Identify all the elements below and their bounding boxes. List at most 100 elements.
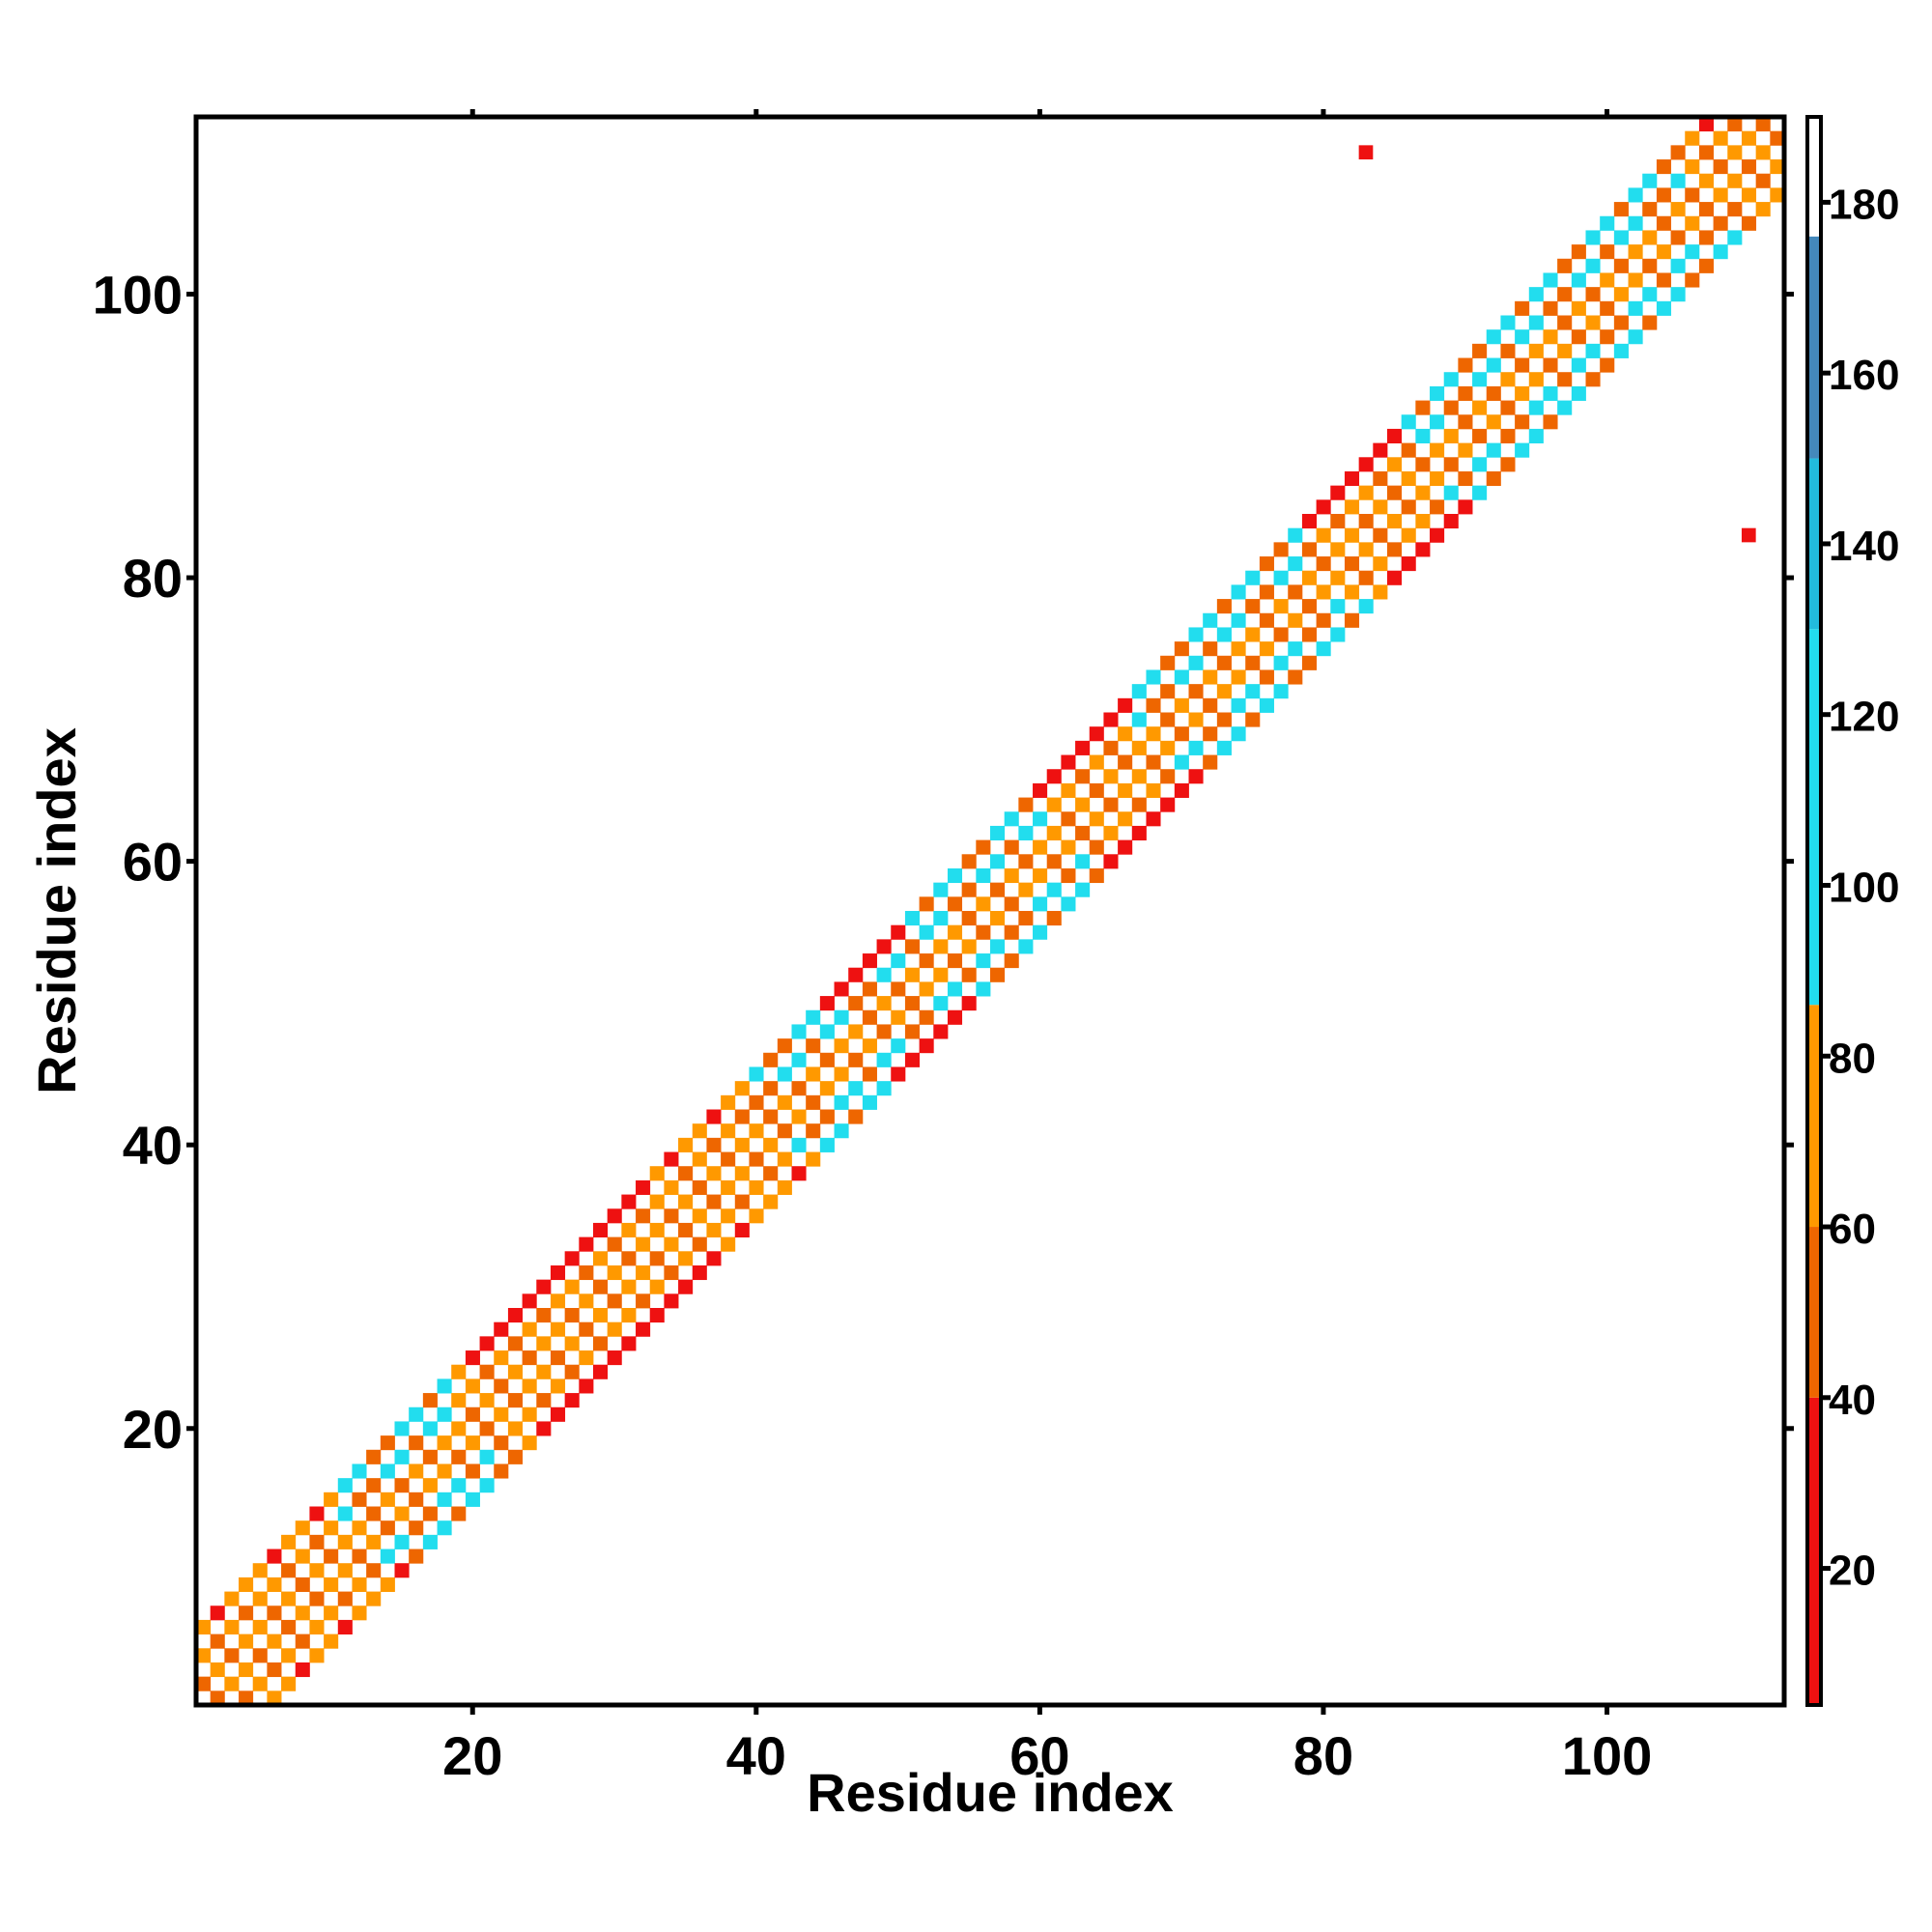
heatmap-cell	[791, 1024, 807, 1039]
heatmap-cell	[267, 1662, 282, 1678]
heatmap-cell	[1231, 612, 1246, 628]
heatmap-cell	[593, 1336, 609, 1351]
heatmap-cell	[366, 1563, 382, 1578]
heatmap-cell	[1600, 272, 1615, 288]
heatmap-cell	[224, 1648, 240, 1663]
heatmap-cell	[1515, 329, 1530, 345]
heatmap-cell	[1713, 215, 1728, 231]
heatmap-cell	[1089, 867, 1104, 884]
heatmap-cell	[692, 1264, 707, 1281]
heatmap-cell	[1188, 627, 1204, 642]
heatmap-cell	[437, 1378, 452, 1394]
colorbar-frame	[1805, 115, 1823, 1707]
heatmap-cell	[536, 1364, 552, 1379]
heatmap-cell	[1443, 457, 1459, 472]
heatmap-cell	[1188, 655, 1204, 670]
heatmap-cell	[1188, 712, 1204, 727]
heatmap-cell	[1373, 442, 1388, 458]
heatmap-cell	[649, 1279, 665, 1294]
heatmap-cell	[1770, 159, 1785, 175]
heatmap-cell	[649, 1308, 665, 1323]
heatmap-cell	[1770, 187, 1785, 203]
heatmap-cell	[692, 1179, 707, 1195]
heatmap-cell	[1061, 867, 1076, 884]
heatmap-cell	[848, 996, 864, 1011]
heatmap-cell	[352, 1520, 367, 1536]
heatmap-cell	[1004, 811, 1019, 827]
heatmap-cell	[1755, 117, 1771, 132]
heatmap-cell	[1188, 684, 1204, 699]
heatmap-cell	[819, 1081, 835, 1096]
heatmap-cell	[1061, 896, 1076, 912]
heatmap-cell	[536, 1421, 552, 1436]
heatmap-cell	[1670, 173, 1686, 188]
heatmap-cell	[1741, 215, 1757, 231]
heatmap-cell	[933, 882, 949, 897]
heatmap-cell	[281, 1534, 297, 1549]
heatmap-cell	[1061, 782, 1076, 798]
heatmap-cell	[324, 1634, 339, 1649]
heatmap-cell	[1118, 726, 1133, 742]
heatmap-cell	[1288, 584, 1303, 600]
heatmap-cell	[1344, 556, 1360, 572]
heatmap-cell	[252, 1591, 268, 1606]
heatmap-cell	[1259, 669, 1274, 685]
heatmap-cell	[1600, 357, 1615, 373]
heatmap-cell	[1387, 542, 1403, 557]
heatmap-cell	[550, 1378, 566, 1394]
heatmap-cell	[636, 1321, 651, 1337]
heatmap-cell	[1301, 542, 1318, 557]
heatmap-cell	[1203, 612, 1218, 628]
heatmap-cell	[1216, 599, 1232, 614]
heatmap-cell	[721, 1123, 736, 1139]
heatmap-cell	[309, 1563, 325, 1578]
heatmap-cell	[536, 1393, 552, 1408]
heatmap-cell	[564, 1308, 580, 1323]
heatmap-cell	[1613, 343, 1629, 358]
heatmap-cell	[1472, 343, 1488, 358]
heatmap-cell	[451, 1478, 467, 1493]
colorbar-tick-label: 120	[1829, 694, 1899, 741]
heatmap-cell	[579, 1264, 594, 1281]
heatmap-cell	[252, 1563, 268, 1578]
heatmap-cell	[1755, 173, 1771, 188]
heatmap-cell	[522, 1406, 537, 1422]
heatmap-cell	[1642, 173, 1658, 188]
heatmap-cell	[394, 1563, 410, 1578]
heatmap-cell	[891, 1066, 906, 1082]
heatmap-cell	[465, 1492, 480, 1507]
heatmap-cell	[1174, 782, 1189, 798]
heatmap-cell	[791, 1109, 807, 1124]
heatmap-cell	[763, 1137, 779, 1152]
heatmap-cell	[649, 1222, 665, 1238]
heatmap-cell	[1146, 726, 1161, 742]
heatmap-cell	[1656, 244, 1671, 260]
heatmap-cell	[1486, 329, 1501, 345]
heatmap-cell	[1231, 584, 1246, 600]
heatmap-cell	[479, 1478, 495, 1493]
heatmap-cell	[919, 1038, 934, 1054]
heatmap-cell	[990, 939, 1006, 954]
heatmap-cell	[394, 1478, 410, 1493]
heatmap-cell	[1430, 499, 1445, 515]
heatmap-cell	[1231, 641, 1246, 657]
heatmap-cell	[933, 967, 949, 982]
heatmap-cell	[777, 1066, 792, 1082]
heatmap-cell	[1004, 924, 1019, 940]
heatmap-cell	[904, 1052, 921, 1067]
heatmap-cell	[749, 1179, 764, 1195]
heatmap-cell	[295, 1634, 310, 1649]
heatmap-cell	[664, 1151, 679, 1167]
y-tick-label: 80	[123, 548, 183, 609]
heatmap-cell	[1515, 385, 1530, 401]
heatmap-cell	[1656, 300, 1671, 316]
heatmap-cell	[1118, 811, 1133, 827]
heatmap-cell	[224, 1676, 240, 1691]
heatmap-cell	[819, 996, 835, 1011]
heatmap-cell	[1443, 514, 1459, 529]
colorbar-tick-label: 20	[1829, 1548, 1876, 1595]
heatmap-cell	[507, 1449, 524, 1464]
heatmap-cell	[976, 896, 991, 912]
heatmap-cell	[536, 1308, 552, 1323]
heatmap-cell	[1259, 584, 1274, 600]
